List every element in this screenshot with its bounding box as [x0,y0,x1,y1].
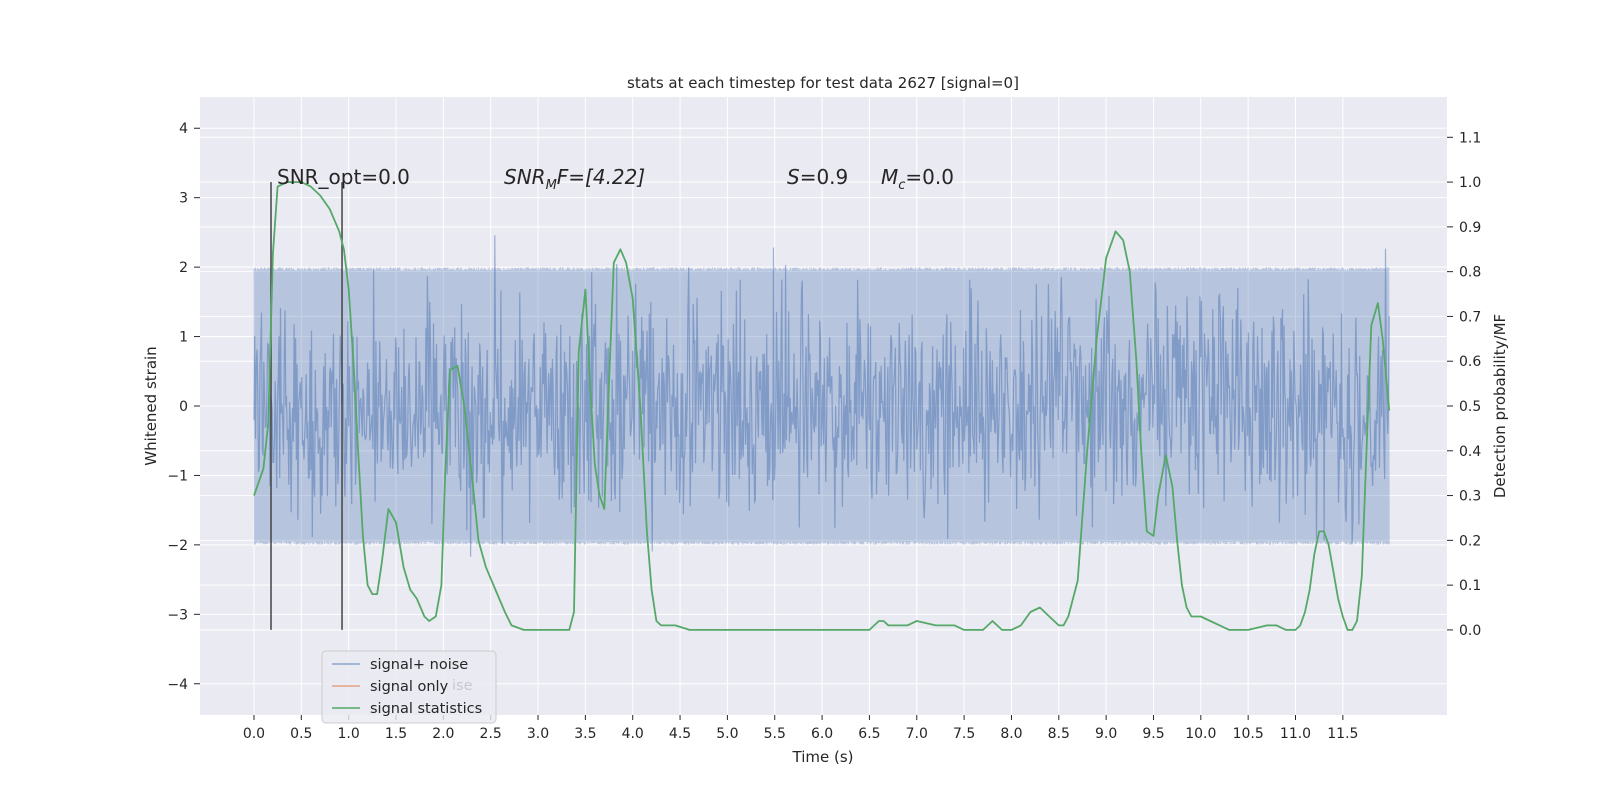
y2-tick-label: 0.6 [1459,354,1481,370]
signal-statistics-series [253,181,1391,631]
snr-mf-subscript: M [546,178,557,193]
y-tick-label: −1 [167,468,188,484]
y2-tick-label: 0.8 [1459,265,1481,281]
x-tick-label: 0.0 [243,726,265,742]
signal-noise-series [253,235,1390,557]
x-tick-label: 11.0 [1280,726,1311,742]
x-tick-label: 8.5 [1048,726,1070,742]
y-tick-label: −4 [167,677,188,693]
y2-axis-label: Detection probability/MF [1491,314,1509,498]
x-tick-label: 4.0 [622,726,644,742]
mc-annotation: Mc=0.0 [881,165,954,193]
x-tick-label: 3.5 [574,726,596,742]
x-tick-label: 9.5 [1142,726,1164,742]
y-tick-label: 2 [179,260,188,276]
x-tick-label: 10.5 [1233,726,1264,742]
y2-tick-label: 0.4 [1459,444,1481,460]
y2-tick-label: 0.2 [1459,533,1481,549]
legend-label-signal-noise: signal+ noise [370,657,468,673]
y-axis-label: Whitened strain [142,346,160,465]
x-tick-label: 6.0 [811,726,833,742]
x-tick-label: 9.0 [1095,726,1117,742]
legend: ise signal+ noise signal only signal sta… [321,650,497,724]
x-tick-label: 2.5 [480,726,502,742]
legend-label-signal-only: signal only [370,679,449,695]
legend-box [321,650,497,724]
snr-mf-value: F=[4.22] [557,165,645,189]
x-tick-label: 1.0 [338,726,360,742]
x-tick-label: 0.5 [290,726,312,742]
y-tick-label: −3 [167,607,188,623]
chart-title: stats at each timestep for test data 262… [627,74,1019,92]
noise-trace [253,235,1390,557]
x-axis-label: Time (s) [792,748,854,766]
x-tick-label: 4.5 [669,726,691,742]
x-tick-label: 6.5 [858,726,880,742]
x-tick-label: 2.0 [432,726,454,742]
x-tick-label: 11.5 [1327,726,1358,742]
grid [200,97,1447,715]
y2-tick-label: 0.5 [1459,399,1481,415]
x-tick-label: 8.0 [1000,726,1022,742]
snr-mf-symbol: SNR [504,165,546,189]
y-tick-label: 3 [179,191,188,207]
x-tick-label: 10.0 [1185,726,1216,742]
y2-tick-label: 0.1 [1459,578,1481,594]
legend-ghost-text: ise [452,678,473,694]
snr-opt-annotation: SNR_opt=0.0 [277,165,410,189]
mc-subscript: c [898,178,905,193]
y-tick-label: 0 [179,399,188,415]
y2-tick-label: 1.0 [1459,175,1481,191]
snr-mf-annotation: SNRMF=[4.22] [504,165,645,193]
marker-lines [270,182,343,630]
y-tick-label: 1 [179,330,188,346]
x-tick-label: 3.0 [527,726,549,742]
x-tick-label: 5.5 [764,726,786,742]
y2-tick-label: 0.3 [1459,489,1481,505]
y-axis-left: 4 3 2 1 0 −1 −2 −3 −4 [167,121,200,693]
x-tick-label: 7.5 [953,726,975,742]
statistics-line [253,181,1391,631]
legend-label-signal-statistics: signal statistics [370,701,482,717]
noise-fill-trace [253,267,1390,545]
s-annotation: S=0.9 [787,165,848,189]
s-value: =0.9 [800,165,849,189]
mc-value: =0.0 [905,165,954,189]
y2-tick-label: 0.0 [1459,623,1481,639]
x-tick-label: 1.5 [385,726,407,742]
x-axis: 0.0 0.5 1.0 1.5 2.0 2.5 3.0 3.5 4.0 4.5 5.0 5.5 6.0 6… [243,715,1358,742]
y-axis-right: 1.1 1.0 0.9 0.8 0.7 0.6 0.5 0.4 0.3 0.2 0.1 0.0 [1447,130,1481,639]
y2-tick-label: 0.9 [1459,220,1481,236]
y-tick-label: 4 [179,121,188,137]
s-symbol: S [787,165,800,189]
y2-tick-label: 0.7 [1459,309,1481,325]
mc-symbol: M [881,165,898,189]
x-tick-label: 7.0 [906,726,928,742]
y-tick-label: −2 [167,538,188,554]
x-tick-label: 5.0 [716,726,738,742]
y2-tick-label: 1.1 [1459,130,1481,146]
